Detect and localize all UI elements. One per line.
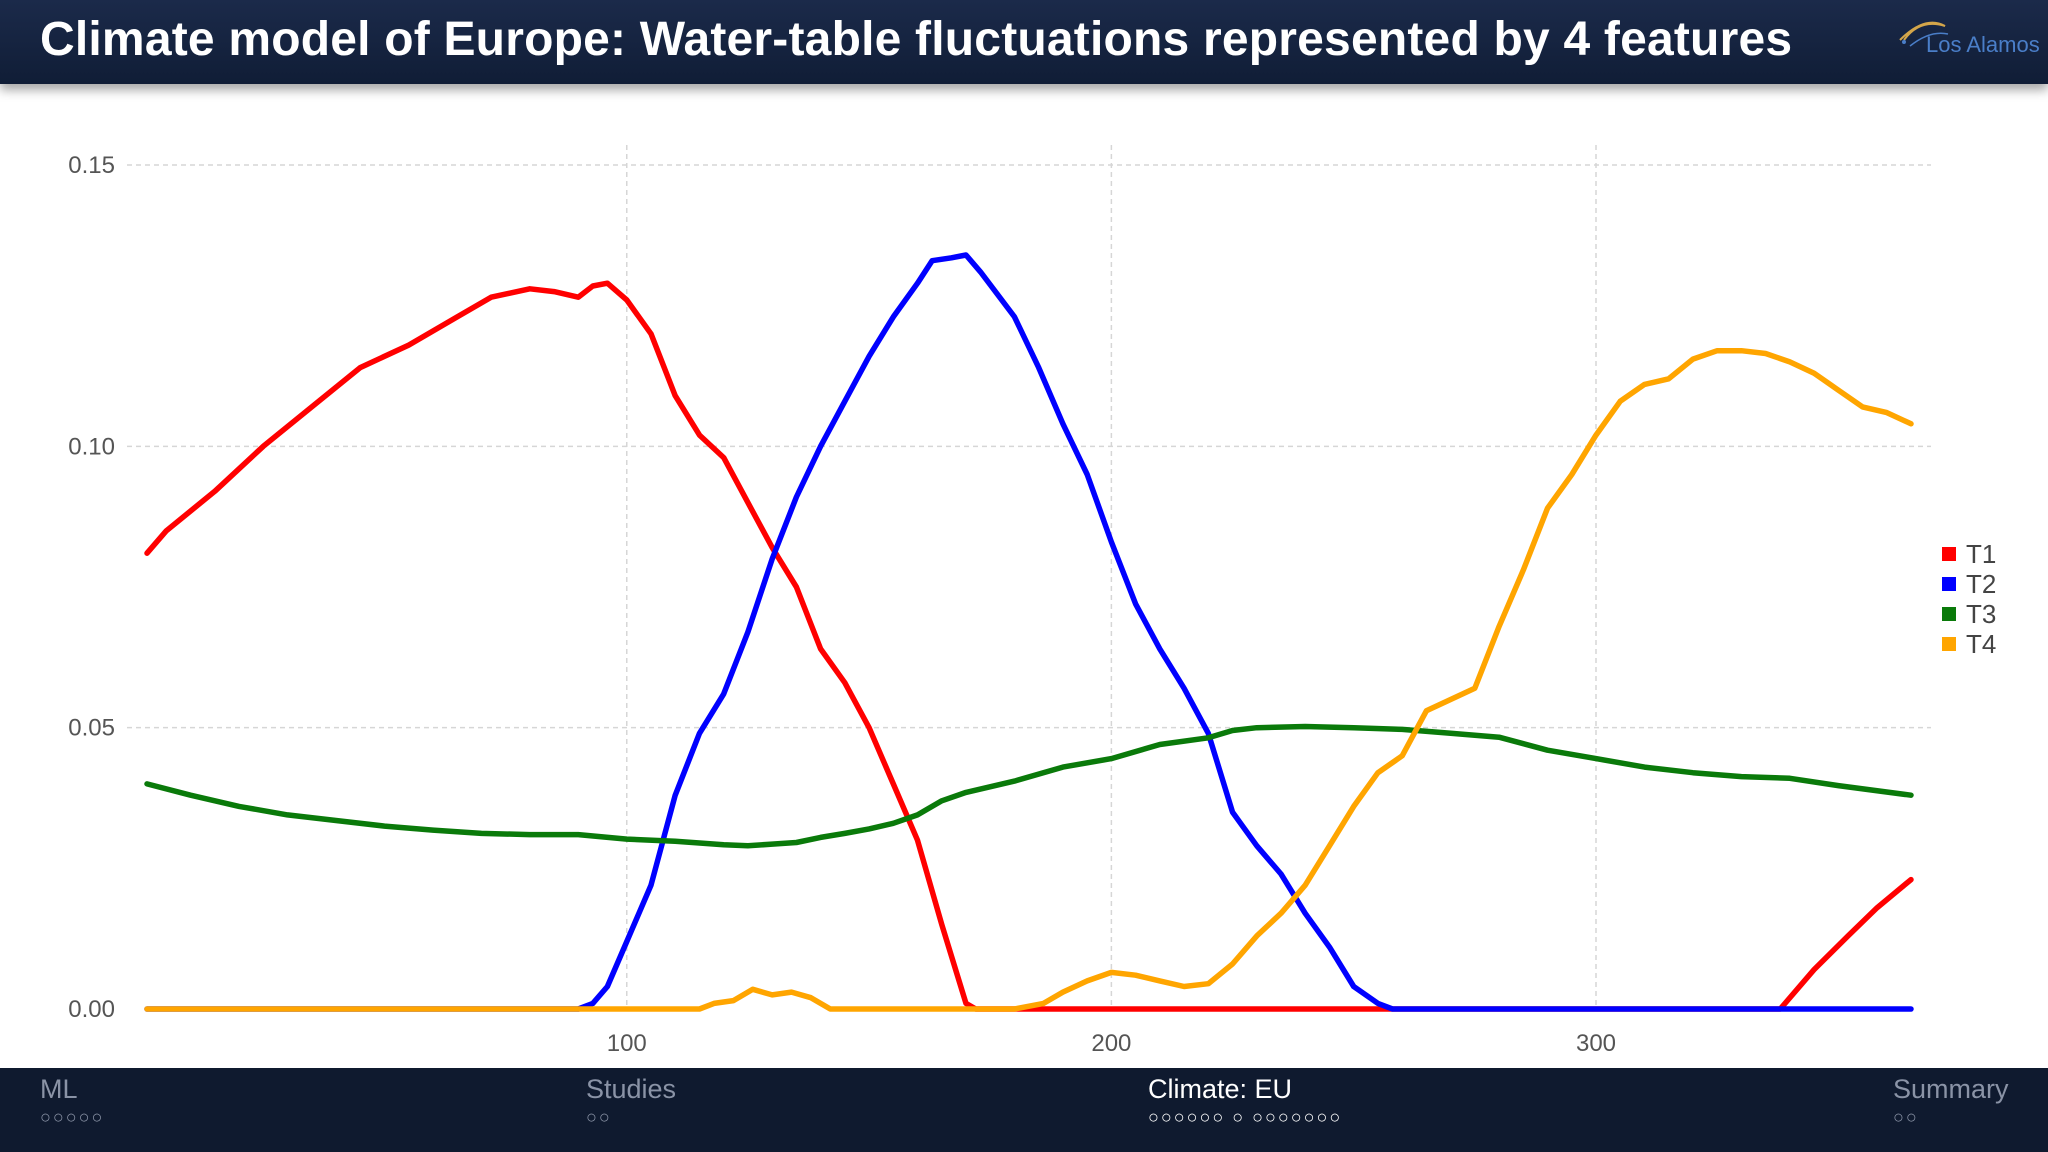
nav-section-ml[interactable]: ML ○○○○○ — [40, 1074, 104, 1128]
nav-section-studies[interactable]: Studies ○○ — [586, 1074, 676, 1128]
legend-label-t1: T1 — [1966, 539, 1996, 569]
slide-title: Climate model of Europe: Water-table flu… — [40, 13, 1793, 66]
legend-label-t4: T4 — [1966, 629, 1996, 659]
nav-label: ML — [40, 1074, 78, 1104]
y-tick-label: 0.00 — [68, 996, 115, 1023]
legend-label-t3: T3 — [1966, 599, 1996, 629]
nav-dots[interactable]: ○○ — [1893, 1107, 1919, 1127]
series-line-t3 — [144, 723, 1914, 849]
nav-section-climate-eu[interactable]: Climate: EU ○○○○○○ ○ ○○○○○○○ — [1148, 1074, 1342, 1128]
footer-nav: ML ○○○○○ Studies ○○ Climate: EU ○○○○○○ ○… — [0, 1068, 2048, 1152]
y-tick-label: 0.10 — [68, 433, 115, 460]
series-line-t2 — [144, 252, 1914, 1012]
series-line-t4 — [144, 347, 1914, 1012]
nav-label: Summary — [1893, 1074, 2009, 1104]
legend-label-t2: T2 — [1966, 569, 1996, 599]
legend-swatch-t1 — [1942, 547, 1956, 561]
y-tick-label: 0.15 — [68, 152, 115, 179]
legend-swatch-t3 — [1942, 607, 1956, 621]
nav-label: Climate: EU — [1148, 1074, 1293, 1104]
series-line-t1 — [144, 280, 1914, 1012]
slide-header: Climate model of Europe: Water-table flu… — [0, 0, 2048, 84]
logo-swoosh-icon — [1899, 21, 1949, 47]
nav-section-summary[interactable]: Summary ○○ — [1893, 1074, 2009, 1128]
logo-text: Los Alamos — [1926, 32, 2040, 57]
chart-grid — [127, 145, 1931, 1009]
nav-label: Studies — [586, 1074, 677, 1104]
chart-series — [144, 252, 1914, 1012]
x-tick-label: 300 — [1576, 1030, 1616, 1057]
nav-dots[interactable]: ○○ — [586, 1107, 612, 1127]
x-tick-label: 200 — [1091, 1030, 1131, 1057]
nav-dots[interactable]: ○○○○○ — [40, 1107, 105, 1127]
chart-axes: 0.00 0.05 0.10 0.15 100 200 300 — [68, 152, 1616, 1057]
nav-dots[interactable]: ○○○○○○ ○ ○○○○○○○ — [1148, 1107, 1343, 1127]
legend-swatch-t4 — [1942, 637, 1956, 651]
legend-swatch-t2 — [1942, 577, 1956, 591]
x-tick-label: 100 — [607, 1030, 647, 1057]
y-tick-label: 0.05 — [68, 715, 115, 742]
los-alamos-logo: Los Alamos — [1890, 10, 2040, 70]
